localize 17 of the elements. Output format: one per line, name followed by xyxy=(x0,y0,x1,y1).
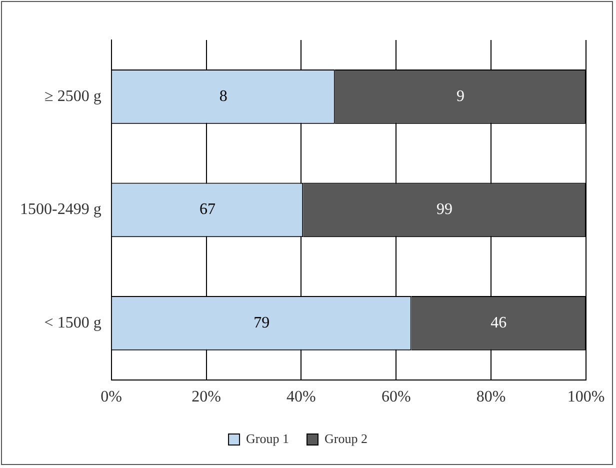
x-tick-label: 20% xyxy=(192,388,221,406)
y-tick-label: 1500-2499 g xyxy=(20,201,102,218)
annotation: 79 xyxy=(254,314,270,332)
y-tick-label: < 1500 g xyxy=(44,314,102,332)
y-tick-label: ≥ 2500 g xyxy=(44,88,102,105)
x-tick-label: 100% xyxy=(567,388,605,406)
annotation: 46 xyxy=(490,314,507,332)
annotation: 67 xyxy=(199,201,216,218)
x-tick-label: 0% xyxy=(100,388,122,406)
legend-label: Group 2 xyxy=(324,430,368,446)
x-tick-label: 80% xyxy=(476,388,506,406)
annotation: 99 xyxy=(436,201,453,218)
annotation: 8 xyxy=(219,88,228,105)
annotation: 9 xyxy=(456,88,464,105)
x-tick-label: 60% xyxy=(381,388,411,406)
legend-label: Group 1 xyxy=(246,430,289,446)
x-tick-label: 40% xyxy=(286,388,316,406)
